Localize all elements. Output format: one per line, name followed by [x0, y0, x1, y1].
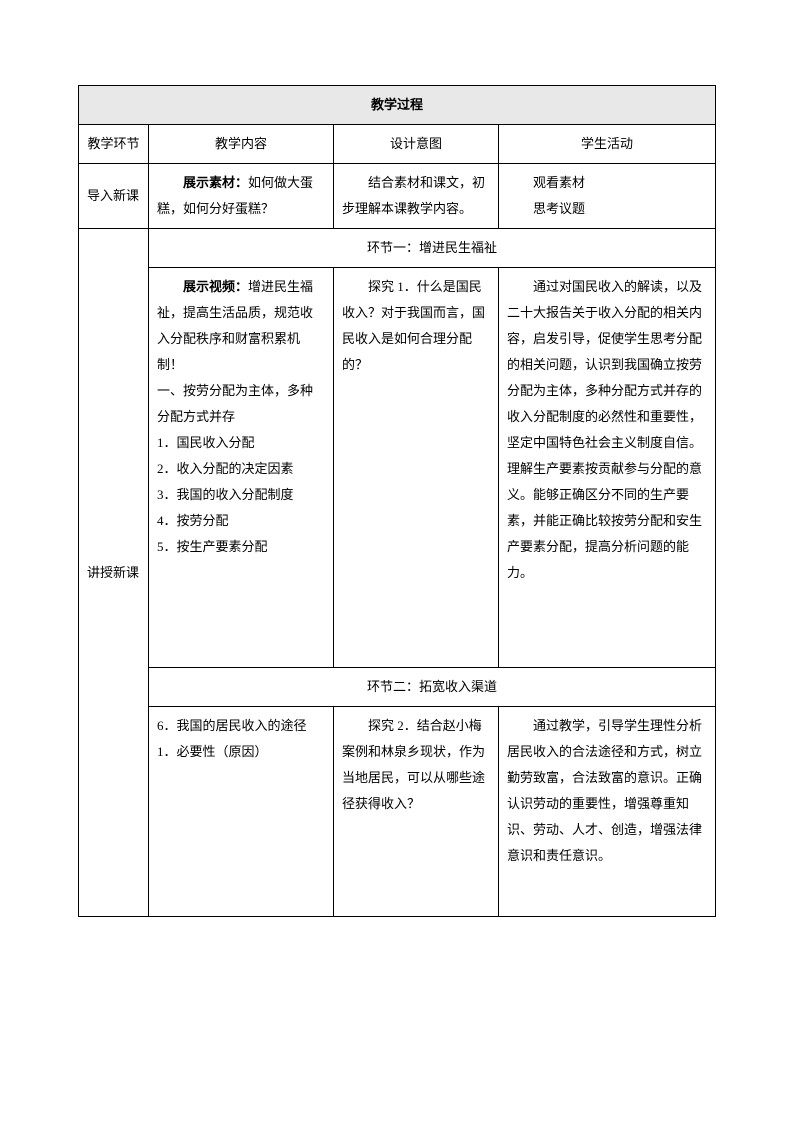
intro-content: 展示素材：如何做大蛋糕，如何分好蛋糕？ [149, 164, 334, 229]
col-header-content: 教学内容 [149, 125, 334, 164]
s2-li2: 1．必要性（原因） [157, 739, 325, 765]
intro-activity-l2: 思考议题 [507, 196, 707, 222]
intro-activity: 观看素材 思考议题 [499, 164, 716, 229]
section2-title-row: 环节二：拓宽收入渠道 [79, 668, 716, 707]
section2-title: 环节二：拓宽收入渠道 [149, 668, 716, 707]
s1-content-bold: 展示视频： [183, 279, 248, 294]
s2-activity: 通过教学，引导学生理性分析居民收入的合法途径和方式，树立勤劳致富，合法致富的意识… [499, 707, 716, 917]
section1-row: 展示视频：增进民生福祉，提高生活品质，规范收入分配秩序和财富积累机制！ 一、按劳… [79, 268, 716, 668]
intro-row: 导入新课 展示素材：如何做大蛋糕，如何分好蛋糕？ 结合素材和课文，初步理解本课教… [79, 164, 716, 229]
teach-phase: 讲授新课 [79, 229, 149, 917]
intro-content-bold: 展示素材： [183, 175, 248, 190]
page-container: 教学过程 教学环节 教学内容 设计意图 学生活动 导入新课 展示素材：如何做大蛋… [0, 0, 794, 967]
s2-intent-text: 探究 2．结合赵小梅案例和林泉乡现状，作为当地居民，可以从哪些途径获得收入？ [342, 713, 490, 817]
s2-content: 6．我国的居民收入的途径 1．必要性（原因） [149, 707, 334, 917]
s2-activity-text: 通过教学，引导学生理性分析居民收入的合法途径和方式，树立勤劳致富，合法致富的意识… [507, 713, 707, 869]
intro-phase: 导入新课 [79, 164, 149, 229]
col-header-phase: 教学环节 [79, 125, 149, 164]
table-title-row: 教学过程 [79, 86, 716, 125]
lesson-table: 教学过程 教学环节 教学内容 设计意图 学生活动 导入新课 展示素材：如何做大蛋… [78, 85, 716, 917]
column-header-row: 教学环节 教学内容 设计意图 学生活动 [79, 125, 716, 164]
s1-li3: 3．我国的收入分配制度 [157, 482, 325, 508]
s1-li2: 2．收入分配的决定因素 [157, 456, 325, 482]
intro-intent: 结合素材和课文，初步理解本课教学内容。 [334, 164, 499, 229]
col-header-intent: 设计意图 [334, 125, 499, 164]
s1-li1: 1．国民收入分配 [157, 430, 325, 456]
s1-content: 展示视频：增进民生福祉，提高生活品质，规范收入分配秩序和财富积累机制！ 一、按劳… [149, 268, 334, 668]
intro-activity-l1: 观看素材 [507, 170, 707, 196]
s1-intent: 探究 1．什么是国民收入？对于我国而言，国民收入是如何合理分配的？ [334, 268, 499, 668]
s1-activity-text: 通过对国民收入的解读，以及二十大报告关于收入分配的相关内容，启发引导，促使学生思… [507, 274, 707, 586]
s1-li4: 4．按劳分配 [157, 508, 325, 534]
section2-row: 6．我国的居民收入的途径 1．必要性（原因） 探究 2．结合赵小梅案例和林泉乡现… [79, 707, 716, 917]
s1-content-p2: 一、按劳分配为主体，多种分配方式并存 [157, 378, 325, 430]
intro-intent-text: 结合素材和课文，初步理解本课教学内容。 [342, 170, 490, 222]
s1-activity: 通过对国民收入的解读，以及二十大报告关于收入分配的相关内容，启发引导，促使学生思… [499, 268, 716, 668]
s1-li5: 5．按生产要素分配 [157, 534, 325, 560]
section1-title-row: 讲授新课 环节一：增进民生福祉 [79, 229, 716, 268]
s2-li1: 6．我国的居民收入的途径 [157, 713, 325, 739]
table-title: 教学过程 [79, 86, 716, 125]
col-header-activity: 学生活动 [499, 125, 716, 164]
section1-title: 环节一：增进民生福祉 [149, 229, 716, 268]
s1-intent-text: 探究 1．什么是国民收入？对于我国而言，国民收入是如何合理分配的？ [342, 274, 490, 378]
s2-intent: 探究 2．结合赵小梅案例和林泉乡现状，作为当地居民，可以从哪些途径获得收入？ [334, 707, 499, 917]
